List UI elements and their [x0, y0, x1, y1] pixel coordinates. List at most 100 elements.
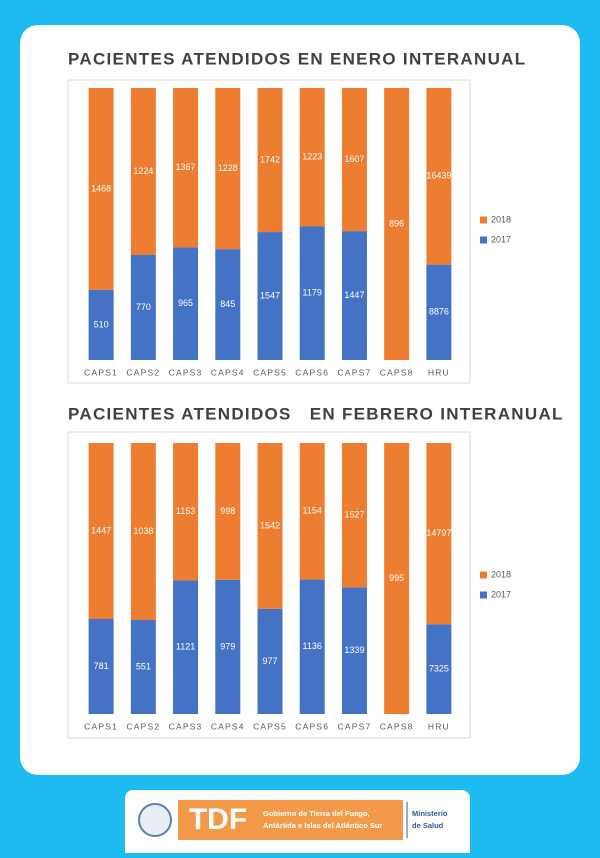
value-label: 1121	[176, 642, 195, 652]
value-label: 1038	[133, 526, 153, 536]
value-label: 896	[389, 218, 404, 228]
x-tick-label: HRU	[428, 367, 450, 377]
value-label: 1527	[344, 510, 364, 520]
value-label: 965	[178, 298, 193, 308]
value-label: 1223	[302, 152, 322, 162]
bar-segment	[173, 443, 199, 581]
value-label: 8876	[429, 307, 449, 317]
bar-segment	[341, 443, 367, 588]
bar-segment	[299, 579, 325, 714]
value-label: 781	[94, 661, 109, 671]
x-tick-label: CAPS2	[126, 721, 160, 731]
bar-segment	[173, 247, 199, 360]
ministry-text: de Salud	[412, 821, 444, 830]
gov-text: Antártida e Islas del Atlántico Sur	[263, 821, 382, 830]
bar-segment	[88, 443, 114, 620]
value-label: 1154	[303, 506, 322, 516]
bar-segment	[341, 587, 367, 714]
gov-text: Gobierno de Tierra del Fuego,	[263, 809, 370, 818]
value-label: 1607	[344, 154, 364, 164]
value-label: 998	[220, 506, 235, 516]
legend-swatch	[480, 236, 487, 244]
bar-segment	[257, 232, 283, 360]
value-label: 1447	[91, 525, 111, 535]
emblem	[138, 803, 172, 837]
bar-segment	[215, 579, 241, 714]
bar-segment	[130, 254, 156, 360]
value-label: 510	[94, 319, 109, 329]
x-tick-label: HRU	[428, 721, 450, 731]
value-label: 16439	[426, 171, 451, 181]
value-label: 977	[262, 656, 277, 666]
legend-label: 2017	[491, 589, 511, 599]
bar-segment	[426, 624, 452, 714]
value-label: 845	[220, 299, 235, 309]
legend-label: 2017	[491, 234, 511, 244]
legend-swatch	[480, 216, 487, 224]
value-label: 979	[220, 641, 235, 651]
gov-box	[258, 800, 403, 840]
value-label: 1228	[218, 163, 238, 173]
chart-frame	[67, 431, 471, 739]
bar-segment	[384, 443, 410, 714]
bar-segment	[215, 249, 241, 360]
bar-segment	[257, 608, 283, 714]
charts: CAPS1 510 1468 CAPS2 770 1224 CAPS3 965 1367 CAPS…	[84, 88, 511, 731]
x-tick-label: CAPS6	[295, 721, 329, 731]
chart-frame	[67, 79, 471, 384]
value-label: 1547	[260, 290, 280, 300]
value-label: 1542	[260, 520, 280, 530]
bar-segment	[426, 88, 452, 265]
logo-text: TDF	[189, 803, 247, 836]
value-label: 1224	[133, 166, 153, 176]
x-tick-label: CAPS4	[211, 367, 245, 377]
bar-segment	[130, 88, 156, 255]
legend-label: 2018	[491, 569, 511, 579]
x-tick-label: CAPS3	[169, 367, 203, 377]
chart-title: PACIENTES ATENDIDOS EN FEBRERO INTERANUA…	[68, 404, 564, 423]
value-label: 1179	[303, 288, 322, 298]
bar-segment	[215, 443, 241, 580]
bar-segment	[130, 443, 156, 621]
value-label: 7325	[429, 664, 449, 674]
ministry-text: Ministerio	[412, 809, 448, 818]
chart-title: PACIENTES ATENDIDOS EN ENERO INTERANUAL	[68, 49, 526, 68]
bar-segment	[299, 226, 325, 360]
x-tick-label: CAPS6	[295, 367, 329, 377]
x-tick-label: CAPS8	[380, 367, 414, 377]
x-tick-label: CAPS1	[84, 721, 118, 731]
value-label: 770	[136, 302, 151, 312]
bar-segment	[173, 88, 199, 248]
value-label: 1367	[176, 162, 196, 172]
bar-segment	[215, 88, 241, 250]
legend-label: 2018	[491, 214, 511, 224]
x-tick-label: CAPS4	[211, 721, 245, 731]
value-label: 1136	[303, 641, 322, 651]
x-tick-label: CAPS5	[253, 367, 287, 377]
value-label: 1468	[91, 183, 111, 193]
bar-segment	[257, 88, 283, 233]
value-label: 551	[136, 661, 151, 671]
bar-segment	[88, 289, 114, 360]
x-tick-label: CAPS3	[169, 721, 203, 731]
x-tick-label: CAPS2	[126, 367, 160, 377]
bar-segment	[88, 88, 114, 290]
x-tick-label: CAPS1	[84, 367, 118, 377]
bar-segment	[88, 619, 114, 714]
logo-box	[178, 800, 258, 840]
bar-segment	[257, 443, 283, 609]
x-tick-label: CAPS5	[253, 721, 287, 731]
bar-segment	[299, 88, 325, 227]
bar-segment	[426, 443, 452, 625]
x-tick-label: CAPS8	[380, 721, 414, 731]
bar-segment	[341, 88, 367, 232]
legend-swatch	[480, 591, 487, 599]
x-tick-label: CAPS7	[338, 367, 372, 377]
bar-segment	[426, 264, 452, 360]
value-label: 995	[389, 573, 404, 583]
legend-swatch	[480, 571, 487, 579]
bar-segment	[173, 580, 199, 714]
bar-segment	[384, 88, 410, 360]
x-tick-label: CAPS7	[338, 721, 372, 731]
